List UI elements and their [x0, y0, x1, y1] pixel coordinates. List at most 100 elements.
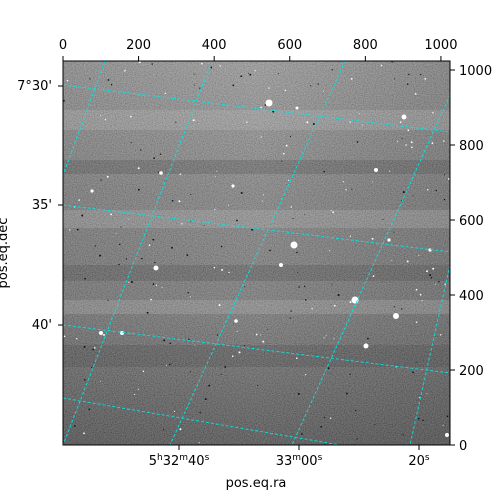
- bright-star: [90, 189, 94, 193]
- star: [84, 277, 86, 280]
- star: [179, 173, 182, 176]
- star: [324, 416, 326, 419]
- star: [76, 338, 78, 340]
- star: [83, 345, 86, 348]
- star: [130, 142, 132, 144]
- right-pixel-axis: 0 200 400 600 800 1000: [450, 64, 492, 454]
- star: [151, 63, 153, 65]
- star: [414, 93, 417, 95]
- right-axis-tick-label: 600: [459, 214, 484, 229]
- star: [137, 167, 140, 170]
- star: [199, 87, 201, 89]
- star: [141, 257, 143, 260]
- star: [63, 99, 65, 102]
- star: [224, 366, 227, 368]
- star: [110, 213, 112, 216]
- star: [393, 306, 395, 308]
- star: [248, 72, 250, 74]
- right-axis-tick-label: 0: [459, 439, 467, 454]
- star: [329, 417, 332, 419]
- star: [142, 370, 145, 373]
- star: [292, 217, 294, 220]
- star: [216, 334, 219, 336]
- star: [137, 388, 139, 390]
- top-pixel-axis: 0 200 400 600 800 1000: [59, 38, 457, 61]
- bright-star: [234, 319, 238, 323]
- star: [204, 398, 207, 401]
- star: [127, 218, 129, 220]
- star: [325, 334, 327, 336]
- star: [76, 228, 79, 231]
- star: [215, 176, 216, 177]
- star: [260, 334, 262, 336]
- star: [304, 374, 307, 376]
- star: [281, 160, 283, 162]
- star: [432, 267, 435, 270]
- star: [287, 179, 290, 181]
- star: [389, 170, 391, 172]
- star: [83, 378, 86, 381]
- star: [186, 254, 189, 257]
- star: [190, 193, 192, 196]
- star: [106, 175, 109, 178]
- star: [99, 254, 101, 257]
- star: [332, 211, 334, 213]
- bright-star: [290, 241, 298, 249]
- star: [317, 83, 319, 85]
- star: [301, 433, 303, 435]
- star: [438, 280, 440, 283]
- star: [236, 331, 238, 332]
- star: [337, 294, 340, 296]
- star: [228, 204, 230, 206]
- bright-star: [295, 106, 299, 110]
- star: [443, 198, 446, 201]
- star: [198, 442, 200, 444]
- grid-line: [63, 61, 106, 176]
- star: [272, 110, 275, 113]
- star: [372, 275, 375, 277]
- star: [88, 408, 91, 411]
- star: [66, 79, 69, 82]
- grid-line: [169, 61, 346, 445]
- star: [290, 206, 292, 208]
- bright-star: [153, 265, 159, 271]
- star: [110, 84, 113, 86]
- bright-star: [279, 263, 283, 267]
- grid-line: [63, 397, 341, 445]
- star: [203, 224, 205, 226]
- star: [119, 243, 121, 246]
- star: [356, 141, 359, 143]
- right-axis-tick-label: 200: [459, 364, 484, 379]
- star: [236, 219, 238, 222]
- star: [157, 171, 160, 173]
- star: [327, 367, 330, 370]
- star: [125, 258, 128, 260]
- star: [402, 434, 404, 436]
- star: [401, 308, 403, 310]
- star: [254, 70, 256, 72]
- star: [199, 411, 201, 414]
- star: [89, 78, 91, 80]
- star: [257, 385, 259, 387]
- y-axis-label: pos.eq.dec: [0, 218, 11, 289]
- star: [323, 337, 325, 339]
- star: [100, 179, 102, 181]
- star: [331, 69, 333, 71]
- star: [442, 425, 444, 427]
- star: [155, 284, 157, 286]
- star: [391, 61, 393, 63]
- star: [165, 180, 167, 182]
- star: [391, 259, 393, 261]
- star: [426, 270, 428, 273]
- bright-star: [393, 313, 399, 319]
- star: [255, 333, 258, 336]
- coordinate-grid: [63, 61, 450, 445]
- star: [175, 121, 177, 123]
- star: [263, 194, 265, 196]
- star: [330, 373, 332, 375]
- star: [443, 174, 446, 176]
- star: [330, 209, 332, 211]
- star: [333, 304, 336, 307]
- star: [296, 357, 298, 359]
